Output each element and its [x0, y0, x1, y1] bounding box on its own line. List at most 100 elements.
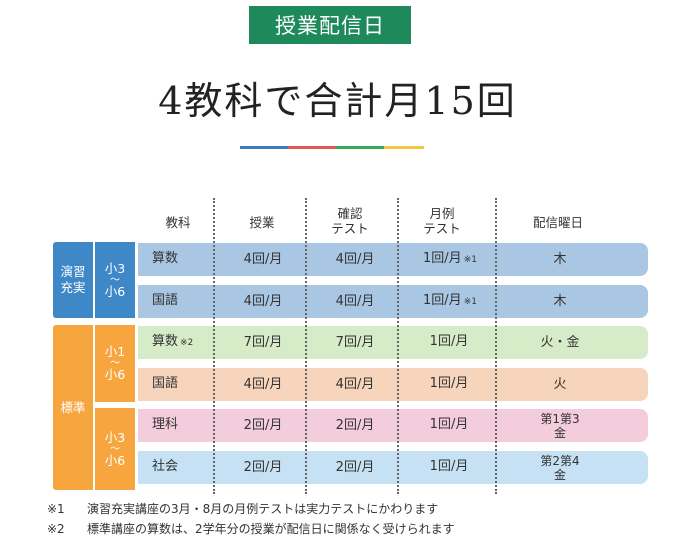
subject-wrap: 国語: [152, 377, 180, 392]
grade-start: 小1: [104, 344, 126, 359]
day-wrap: 火: [553, 376, 567, 392]
footnote-text: 標準講座の算数は、2学年分の授業が配信日に関係なく受けられます: [87, 522, 455, 536]
day-line: 金: [553, 425, 566, 440]
check-value: 7回/月: [335, 334, 375, 350]
check-cell: 7回/月: [314, 326, 396, 359]
color-bar-red: [288, 146, 336, 149]
column-divider: [397, 198, 399, 494]
lesson-cell: 4回/月: [222, 368, 304, 401]
day-cell: 火: [500, 368, 620, 401]
subject-cell: 理科: [152, 409, 222, 442]
lesson-cell: 2回/月: [222, 451, 304, 484]
table-row: 国語 4回/月 4回/月 1回/月 ※1 木: [138, 285, 648, 318]
monthly-cell: 1回/月: [400, 326, 500, 359]
day-wrap: 火・金: [540, 335, 579, 350]
table-row: 算数 ※2 7回/月 7回/月 1回/月 火・金: [138, 326, 648, 359]
lesson-value: 2回/月: [243, 459, 283, 475]
check-value: 4回/月: [335, 251, 375, 267]
grade-tilde: 〜: [110, 274, 120, 286]
day-wrap: 木: [553, 293, 567, 309]
subject-name: 国語: [152, 293, 179, 308]
color-bar-yellow: [384, 146, 424, 149]
check-cell: 2回/月: [314, 451, 396, 484]
lesson-value: 4回/月: [243, 251, 283, 267]
lesson-cell: 7回/月: [222, 326, 304, 359]
day-cell: 木: [500, 243, 620, 276]
lesson-value: 4回/月: [243, 293, 283, 309]
day-line: 木: [553, 293, 567, 309]
footnote-text: 演習充実講座の3月・8月の月例テストは実力テストにかわります: [87, 502, 439, 516]
subject-cell: 国語: [152, 368, 222, 401]
day-wrap: 第2第4 金: [540, 454, 579, 482]
check-cell: 4回/月: [314, 243, 396, 276]
day-line: 火: [553, 376, 567, 392]
day-wrap: 第1第3 金: [540, 412, 579, 440]
day-line: 金: [553, 467, 566, 482]
monthly-cell: 1回/月: [400, 368, 500, 401]
column-divider: [213, 198, 215, 494]
subject-name: 国語: [152, 376, 179, 391]
subject-cell: 算数 ※2: [152, 326, 222, 359]
check-cell: 2回/月: [314, 409, 396, 442]
header-monthly-test-line1: 月例: [429, 206, 455, 221]
group-hyojun: 標準: [53, 325, 93, 490]
day-line: 第1第3: [540, 411, 580, 426]
check-value: 4回/月: [335, 376, 375, 392]
lesson-value: 4回/月: [243, 376, 283, 392]
header-subject: 教科: [165, 215, 191, 230]
column-divider: [495, 198, 497, 494]
grade-range-3-6-b: 小3 〜 小6: [95, 408, 135, 490]
grade-tilde: 〜: [110, 443, 120, 455]
monthly-note: ※1: [463, 255, 477, 265]
monthly-wrap: 1回/月: [430, 377, 471, 392]
check-value: 2回/月: [335, 417, 375, 433]
day-cell: 第2第4 金: [500, 451, 620, 484]
grade-range-1-6: 小1 〜 小6: [95, 325, 135, 402]
grade-end: 小6: [104, 367, 126, 382]
monthly-wrap: 1回/月 ※1: [423, 252, 477, 267]
grade-range-3-6-a: 小3 〜 小6: [95, 242, 135, 318]
monthly-value: 1回/月: [429, 417, 469, 432]
color-bar-green: [336, 146, 384, 149]
subject-name: 社会: [152, 459, 179, 474]
day-line: 第2第4: [540, 453, 580, 468]
monthly-value: 1回/月: [429, 376, 469, 391]
day-cell: 火・金: [500, 326, 620, 359]
subject-wrap: 社会: [152, 460, 180, 475]
page-title: 4教科で合計月15回: [158, 79, 517, 123]
header-monthly-test: 月例 テスト: [402, 206, 482, 236]
grade-tilde: 〜: [110, 358, 120, 369]
footnote-2: ※2 標準講座の算数は、2学年分の授業が配信日に関係なく受けられます: [47, 520, 455, 537]
monthly-value: 1回/月: [429, 459, 469, 474]
monthly-cell: 1回/月 ※1: [400, 243, 500, 276]
footnote-mark: ※2: [47, 522, 65, 536]
header-lesson: 授業: [249, 215, 275, 230]
day-cell: 第1第3 金: [500, 409, 620, 442]
footnote-1: ※1 演習充実講座の3月・8月の月例テストは実力テストにかわります: [47, 500, 438, 517]
subject-wrap: 理科: [152, 418, 180, 433]
monthly-value: 1回/月: [423, 251, 462, 266]
table-row: 理科 2回/月 2回/月 1回/月 第1第3 金: [138, 409, 648, 442]
footnote-mark: ※1: [47, 502, 65, 516]
header-monthly-test-line2: テスト: [423, 221, 461, 236]
day-line: 木: [553, 251, 567, 267]
grade-start: 小3: [104, 260, 126, 276]
day-cell: 木: [500, 285, 620, 318]
monthly-cell: 1回/月 ※1: [400, 285, 500, 318]
subject-name: 理科: [152, 417, 179, 432]
grade-start: 小3: [104, 429, 126, 445]
monthly-cell: 1回/月: [400, 451, 500, 484]
check-value: 4回/月: [335, 293, 375, 309]
check-cell: 4回/月: [314, 368, 396, 401]
subject-cell: 算数: [152, 243, 222, 276]
lesson-cell: 2回/月: [222, 409, 304, 442]
monthly-value: 1回/月: [423, 293, 462, 308]
grade-end: 小6: [104, 452, 126, 468]
group-enshu-line1: 演習: [60, 264, 86, 279]
subject-name: 算数: [152, 334, 179, 349]
monthly-cell: 1回/月: [400, 409, 500, 442]
group-enshu-line2: 充実: [60, 280, 86, 295]
header-days: 配信曜日: [532, 215, 583, 230]
table-row: 算数 4回/月 4回/月 1回/月 ※1 木: [138, 243, 648, 276]
header-check-test-line2: テスト: [331, 221, 369, 236]
